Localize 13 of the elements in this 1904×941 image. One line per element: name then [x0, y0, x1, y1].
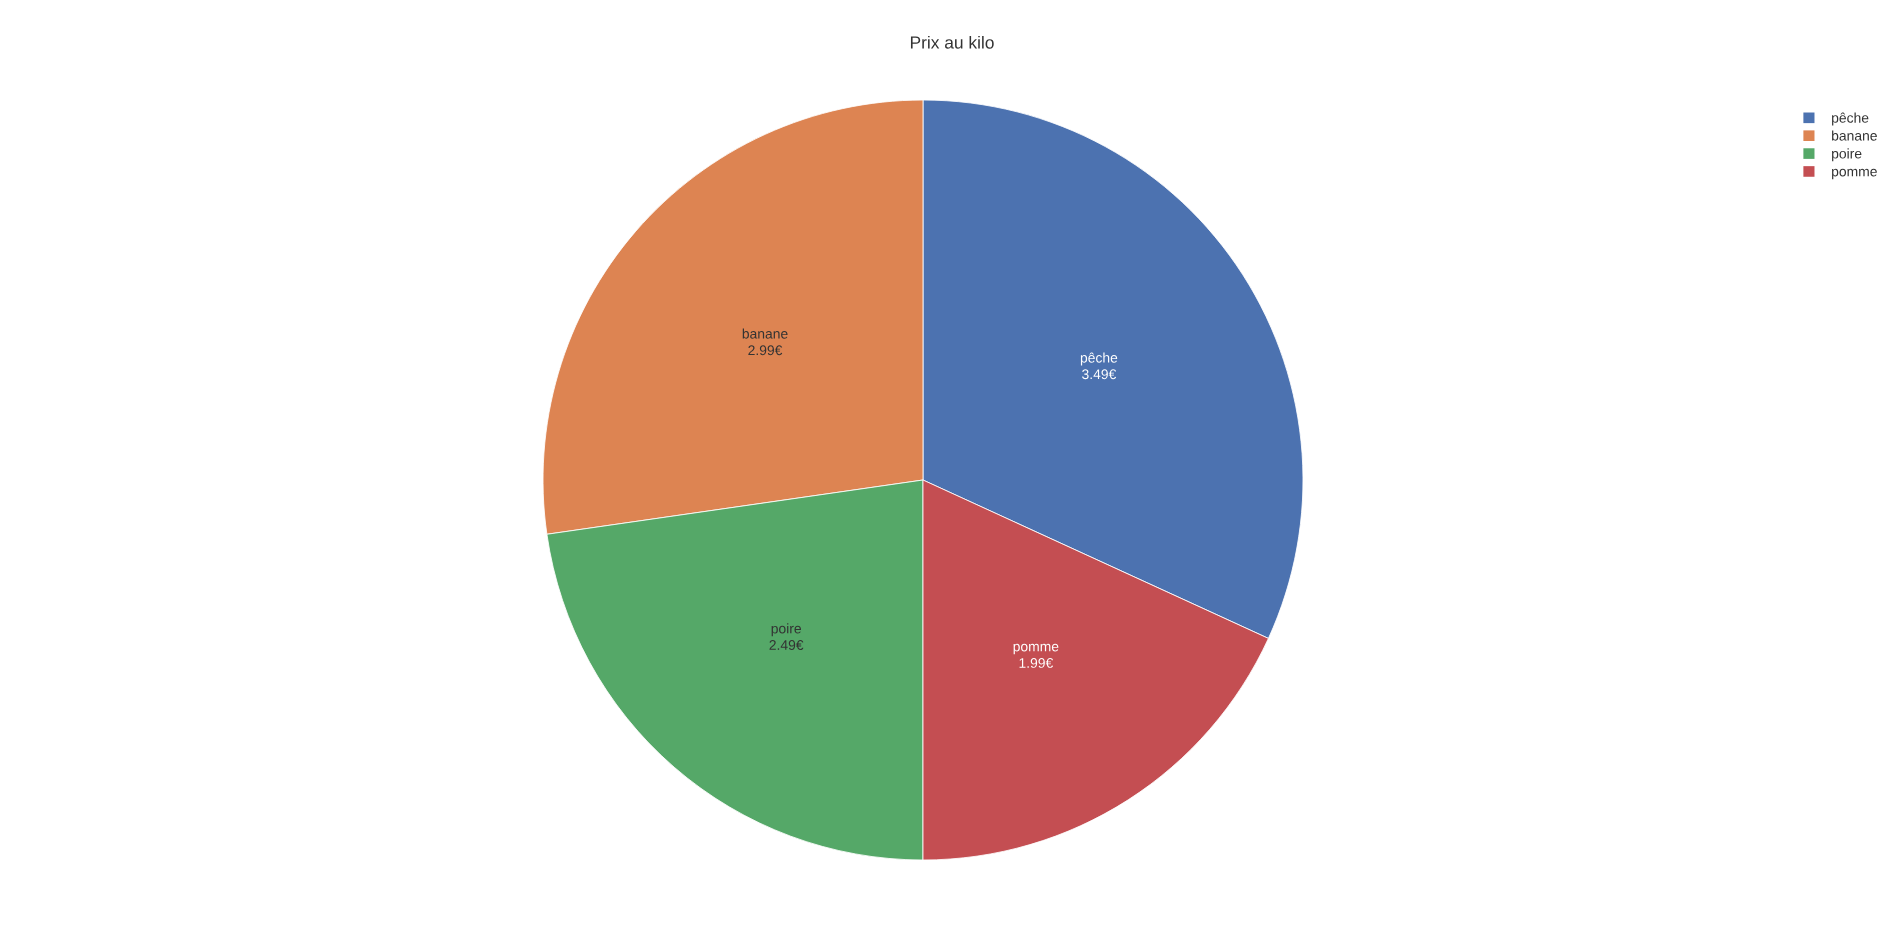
- legend-label: poire: [1832, 148, 1862, 162]
- slice-label: pomme: [1013, 643, 1059, 655]
- legend-label: banane: [1832, 130, 1877, 141]
- legend-label: pomme: [1832, 168, 1877, 180]
- chart-title: Prix au kilo: [910, 35, 994, 49]
- legend-label: pêche: [1832, 112, 1869, 126]
- data-label: 1.99€: [1019, 658, 1054, 668]
- data-label: 2.49€: [769, 640, 804, 650]
- slice-label: banane: [742, 328, 788, 339]
- slice-label: poire: [771, 623, 801, 637]
- slice-label: pêche: [1080, 352, 1118, 366]
- data-label: 2.99€: [748, 345, 783, 356]
- data-label: 3.49€: [1082, 369, 1117, 380]
